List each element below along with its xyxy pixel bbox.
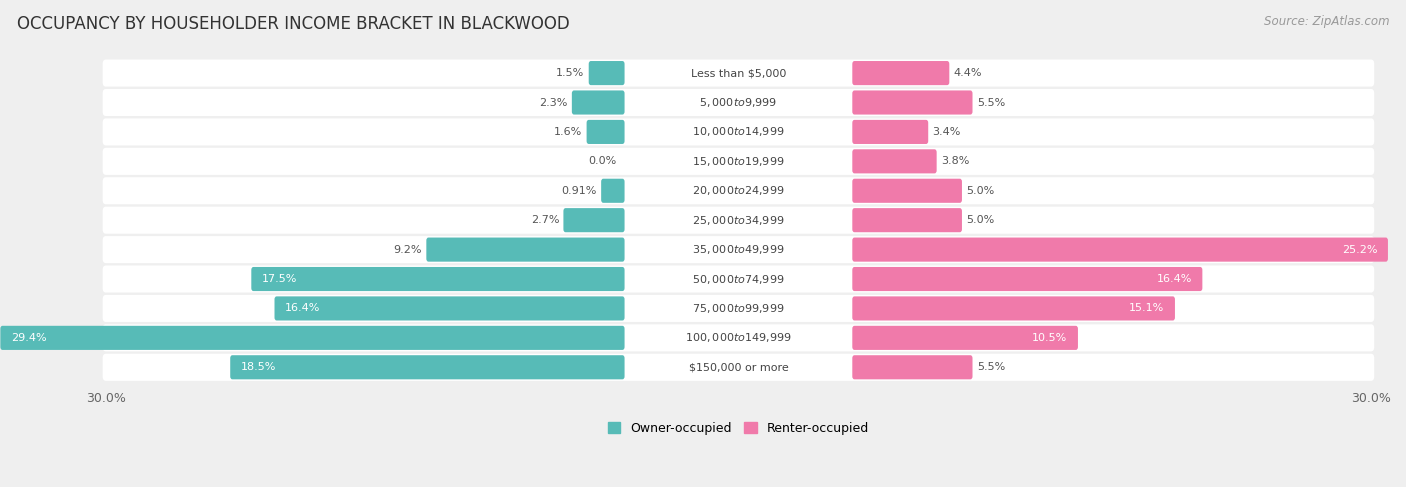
Text: 5.5%: 5.5% <box>977 97 1005 108</box>
FancyBboxPatch shape <box>852 267 1202 291</box>
FancyBboxPatch shape <box>103 324 1374 352</box>
Text: 1.5%: 1.5% <box>557 68 585 78</box>
Text: 2.3%: 2.3% <box>540 97 568 108</box>
Text: 17.5%: 17.5% <box>262 274 297 284</box>
FancyBboxPatch shape <box>852 179 962 203</box>
Text: 5.5%: 5.5% <box>977 362 1005 372</box>
Text: 16.4%: 16.4% <box>285 303 321 314</box>
FancyBboxPatch shape <box>852 238 1388 262</box>
FancyBboxPatch shape <box>103 206 1374 234</box>
Text: 9.2%: 9.2% <box>394 244 422 255</box>
FancyBboxPatch shape <box>231 355 624 379</box>
FancyBboxPatch shape <box>0 326 624 350</box>
Text: 29.4%: 29.4% <box>11 333 46 343</box>
FancyBboxPatch shape <box>852 355 973 379</box>
FancyBboxPatch shape <box>852 208 962 232</box>
Text: $150,000 or more: $150,000 or more <box>689 362 789 372</box>
Text: $75,000 to $99,999: $75,000 to $99,999 <box>692 302 785 315</box>
FancyBboxPatch shape <box>252 267 624 291</box>
FancyBboxPatch shape <box>103 148 1374 175</box>
FancyBboxPatch shape <box>274 297 624 320</box>
FancyBboxPatch shape <box>602 179 624 203</box>
Text: 3.8%: 3.8% <box>941 156 969 167</box>
Text: 25.2%: 25.2% <box>1341 244 1378 255</box>
Text: Source: ZipAtlas.com: Source: ZipAtlas.com <box>1264 15 1389 28</box>
FancyBboxPatch shape <box>103 59 1374 87</box>
Text: 5.0%: 5.0% <box>966 186 994 196</box>
Text: 10.5%: 10.5% <box>1032 333 1067 343</box>
FancyBboxPatch shape <box>586 120 624 144</box>
Text: $25,000 to $34,999: $25,000 to $34,999 <box>692 214 785 226</box>
FancyBboxPatch shape <box>589 61 624 85</box>
Text: 16.4%: 16.4% <box>1157 274 1192 284</box>
FancyBboxPatch shape <box>572 91 624 114</box>
Text: $20,000 to $24,999: $20,000 to $24,999 <box>692 184 785 197</box>
FancyBboxPatch shape <box>103 354 1374 381</box>
FancyBboxPatch shape <box>103 118 1374 146</box>
Text: OCCUPANCY BY HOUSEHOLDER INCOME BRACKET IN BLACKWOOD: OCCUPANCY BY HOUSEHOLDER INCOME BRACKET … <box>17 15 569 33</box>
FancyBboxPatch shape <box>103 265 1374 293</box>
FancyBboxPatch shape <box>103 177 1374 204</box>
Text: 0.91%: 0.91% <box>561 186 598 196</box>
Text: $5,000 to $9,999: $5,000 to $9,999 <box>699 96 778 109</box>
Text: 3.4%: 3.4% <box>932 127 960 137</box>
FancyBboxPatch shape <box>103 89 1374 116</box>
Text: $100,000 to $149,999: $100,000 to $149,999 <box>685 331 792 344</box>
FancyBboxPatch shape <box>564 208 624 232</box>
Text: $15,000 to $19,999: $15,000 to $19,999 <box>692 155 785 168</box>
FancyBboxPatch shape <box>852 61 949 85</box>
FancyBboxPatch shape <box>852 150 936 173</box>
Text: 2.7%: 2.7% <box>530 215 560 225</box>
FancyBboxPatch shape <box>852 91 973 114</box>
Text: 18.5%: 18.5% <box>240 362 276 372</box>
Text: 0.0%: 0.0% <box>588 156 616 167</box>
Text: 4.4%: 4.4% <box>953 68 981 78</box>
Text: Less than $5,000: Less than $5,000 <box>690 68 786 78</box>
Text: 1.6%: 1.6% <box>554 127 582 137</box>
Text: 5.0%: 5.0% <box>966 215 994 225</box>
Text: $50,000 to $74,999: $50,000 to $74,999 <box>692 273 785 285</box>
Text: 15.1%: 15.1% <box>1129 303 1164 314</box>
Text: $10,000 to $14,999: $10,000 to $14,999 <box>692 126 785 138</box>
FancyBboxPatch shape <box>103 236 1374 263</box>
FancyBboxPatch shape <box>852 326 1078 350</box>
Text: $35,000 to $49,999: $35,000 to $49,999 <box>692 243 785 256</box>
FancyBboxPatch shape <box>103 295 1374 322</box>
FancyBboxPatch shape <box>852 120 928 144</box>
FancyBboxPatch shape <box>852 297 1175 320</box>
Legend: Owner-occupied, Renter-occupied: Owner-occupied, Renter-occupied <box>603 417 875 440</box>
FancyBboxPatch shape <box>426 238 624 262</box>
